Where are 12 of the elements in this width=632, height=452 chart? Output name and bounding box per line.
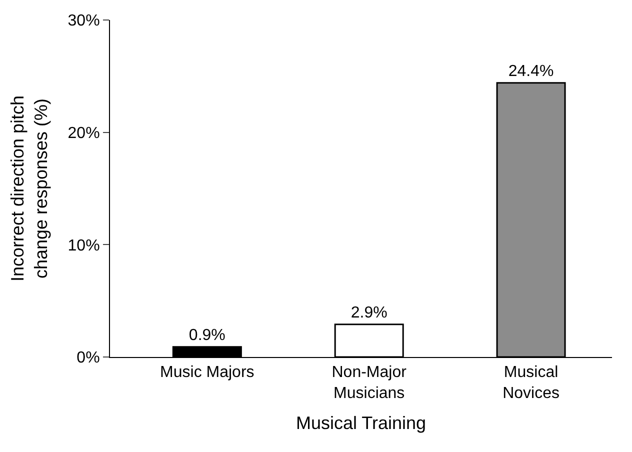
x-axis-title: Musical Training — [296, 413, 426, 434]
x-tick-label: Musical Novices — [502, 364, 560, 402]
y-tick-label: 10% — [68, 237, 100, 254]
y-tick-label: 30% — [68, 12, 100, 30]
y-tick-label: 0% — [76, 350, 100, 367]
data-label: 24.4% — [508, 62, 554, 80]
data-label: 2.9% — [350, 304, 388, 322]
data-label: 0.9% — [188, 326, 226, 344]
x-tick-label: Music Majors — [160, 364, 254, 382]
y-tick-label: 20% — [68, 124, 100, 142]
x-tick-label: Non-Major Musicians — [332, 364, 408, 402]
y-axis-title: Incorrect direction pitch change responses (%) — [8, 95, 51, 282]
